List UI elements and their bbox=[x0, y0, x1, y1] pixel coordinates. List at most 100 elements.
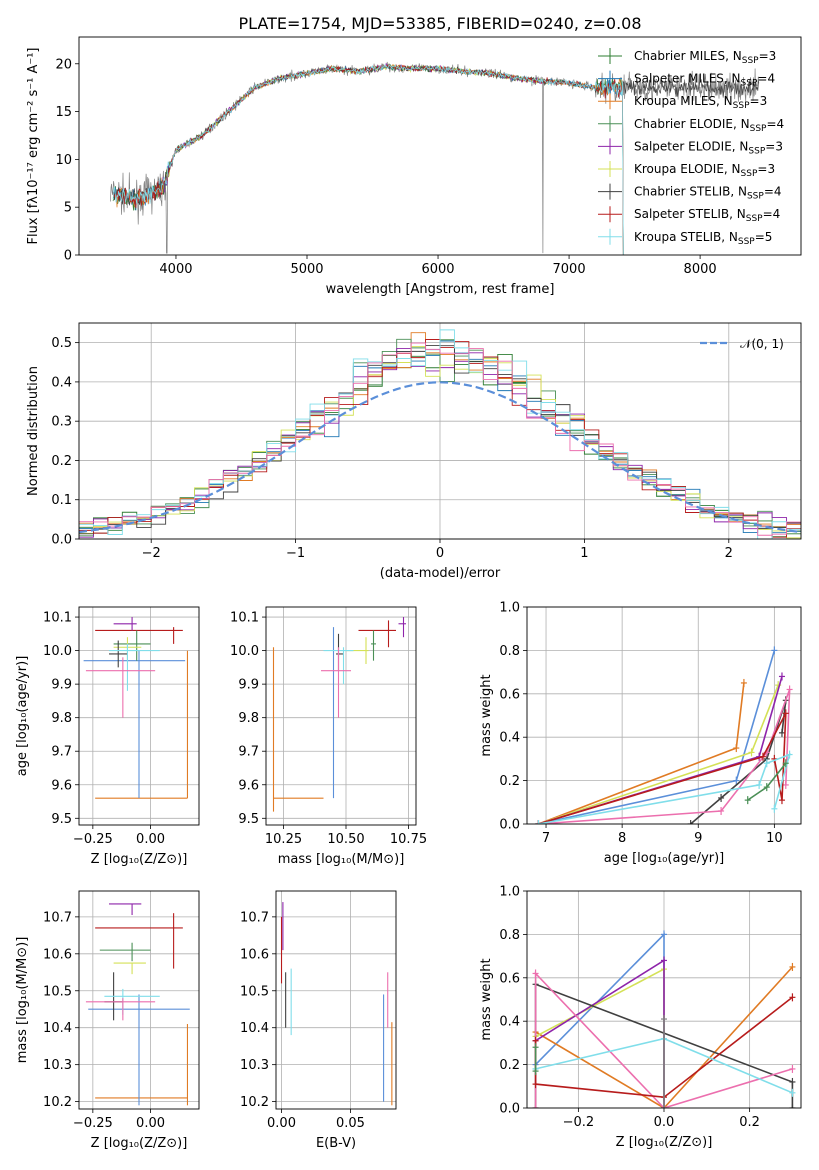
histogram-series bbox=[79, 346, 801, 539]
y-axis-label: mass weight bbox=[479, 958, 494, 1040]
panel-age_vs_mass: 10.25 10.50 10.75 9.5 9.6 9.7 9.8 9.9 10.0 10.1 ma… bbox=[230, 606, 427, 867]
y-tick-label: 10.3 bbox=[240, 1058, 269, 1073]
y-tick-label: 0.8 bbox=[499, 644, 520, 659]
legend-label: Kroupa STELIB, NSSP=5 bbox=[634, 230, 772, 247]
x-axis-label: wavelength [Angstrom, rest frame] bbox=[326, 282, 555, 297]
legend-label: Kroupa ELODIE, NSSP=3 bbox=[634, 162, 775, 179]
legend-label-name: Kroupa STELIB, N bbox=[634, 230, 738, 244]
y-tick-label: 10.6 bbox=[240, 947, 269, 962]
panel-weight_vs_age: 7 8 9 10 0.0 0.2 0.4 0.6 0.8 1.0 age [log₁₀(age/yr… bbox=[479, 601, 802, 866]
x-tick-label: 0.00 bbox=[136, 1116, 165, 1131]
y-axis-label: Flux [fλ10⁻¹⁷ erg cm⁻² s⁻¹ A⁻¹] bbox=[26, 48, 41, 245]
gaussian-reference-line bbox=[79, 381, 801, 534]
y-tick-label: 10.1 bbox=[230, 611, 259, 626]
y-tick-label: 9.6 bbox=[51, 778, 72, 793]
plot-area bbox=[535, 646, 793, 824]
y-tick-label: 10.0 bbox=[43, 644, 72, 659]
legend-label-sub: SSP bbox=[748, 146, 765, 156]
x-axis-label: (data-model)/error bbox=[380, 566, 501, 581]
errorbar-point bbox=[95, 1024, 189, 1106]
axes-frame bbox=[275, 890, 397, 1110]
x-tick-label: 0.2 bbox=[739, 1115, 760, 1130]
y-tick-label: 10.6 bbox=[43, 947, 72, 962]
y-tick-label: 0.2 bbox=[51, 454, 72, 469]
legend-label-name: Chabrier MILES, N bbox=[634, 49, 742, 63]
y-tick-label: 10.7 bbox=[43, 910, 72, 925]
legend-label-sub: SSP bbox=[750, 124, 767, 134]
errorbar-point bbox=[113, 630, 151, 661]
panel-spectrum: 4000 5000 6000 7000 8000 0 5 10 15 20 wavelength [… bbox=[26, 14, 802, 297]
x-tick-label: 0.00 bbox=[267, 1116, 296, 1131]
y-axis-label: Normed distribution bbox=[26, 366, 41, 496]
y-tick-label: 0.6 bbox=[499, 687, 520, 702]
x-axis-label: mass [log₁₀(M/M⊙)] bbox=[278, 852, 405, 867]
legend-label: 𝒩(0, 1) bbox=[740, 337, 784, 351]
x-tick-label: 7000 bbox=[553, 262, 586, 277]
plot-area bbox=[272, 617, 406, 812]
y-tick-label: 9.7 bbox=[51, 745, 72, 760]
axes-frame bbox=[265, 606, 417, 826]
axes-frame bbox=[526, 606, 802, 825]
x-tick-label: 5000 bbox=[290, 262, 323, 277]
legend-label: Salpeter MILES, NSSP=4 bbox=[634, 72, 775, 89]
x-tick-label: 1 bbox=[580, 546, 588, 561]
legend-label-sub: SSP bbox=[738, 237, 755, 247]
model-spectrum-line bbox=[112, 64, 759, 206]
legend-label: Kroupa MILES, NSSP=3 bbox=[634, 94, 767, 111]
y-tick-label: 9.8 bbox=[51, 711, 72, 726]
legend-label-suffix: =3 bbox=[750, 94, 768, 108]
x-tick-label: 8 bbox=[618, 831, 626, 846]
y-tick-label: 0.4 bbox=[499, 731, 520, 746]
weight-series-line bbox=[535, 966, 793, 1108]
y-tick-label: 15 bbox=[55, 105, 72, 120]
errorbar-point bbox=[272, 647, 324, 812]
errorbar-point bbox=[398, 617, 406, 638]
errorbar-point bbox=[88, 994, 190, 1106]
x-axis-label: Z [log₁₀(Z/Z⊙)] bbox=[616, 1135, 713, 1150]
errorbar-point bbox=[85, 998, 156, 1021]
errorbar-point bbox=[95, 627, 183, 644]
errorbar-point bbox=[358, 620, 396, 648]
legend-label-name: Kroupa MILES, N bbox=[634, 94, 733, 108]
legend-label-sub: SSP bbox=[742, 56, 759, 66]
legend-label-suffix: =4 bbox=[763, 207, 781, 221]
legend-label-suffix: =3 bbox=[757, 162, 775, 176]
errorbar-point bbox=[99, 942, 151, 962]
y-tick-label: 10.1 bbox=[43, 611, 72, 626]
legend-label-suffix: =5 bbox=[755, 230, 773, 244]
errorbar-point bbox=[109, 903, 142, 916]
legend-label: Chabrier STELIB, NSSP=4 bbox=[634, 185, 782, 202]
y-tick-label: 0.4 bbox=[499, 1015, 520, 1030]
legend-label: Salpeter ELODIE, NSSP=3 bbox=[634, 139, 783, 156]
y-tick-label: 1.0 bbox=[499, 601, 520, 616]
x-tick-label: 10.50 bbox=[327, 832, 364, 847]
axes-frame bbox=[78, 606, 200, 826]
y-axis-label: mass weight bbox=[479, 674, 494, 756]
panel-mass_vs_EBV: 0.00 0.05 10.2 10.3 10.4 10.5 10.6 10.7 E(B-V) bbox=[240, 890, 397, 1151]
y-tick-label: 0.1 bbox=[51, 493, 72, 508]
y-tick-label: 5 bbox=[64, 201, 72, 216]
axes-frame bbox=[78, 36, 802, 256]
y-tick-label: 0.2 bbox=[499, 774, 520, 789]
panel-residuals: −2 −1 0 1 2 0.0 0.1 0.2 0.3 0.4 0.5 (data-model)/er… bbox=[26, 322, 802, 581]
errorbar-point bbox=[95, 650, 189, 799]
y-tick-label: 10.3 bbox=[43, 1058, 72, 1073]
y-tick-label: 10.7 bbox=[240, 910, 269, 925]
axes-frame bbox=[78, 322, 802, 540]
x-tick-label: −0.2 bbox=[563, 1115, 595, 1130]
x-tick-label: −2 bbox=[142, 546, 161, 561]
legend-label-sub: SSP bbox=[733, 101, 750, 111]
x-tick-label: 10 bbox=[766, 831, 783, 846]
legend-label-name: Salpeter MILES, N bbox=[634, 72, 741, 86]
y-tick-label: 10.5 bbox=[240, 984, 269, 999]
y-tick-label: 9.8 bbox=[238, 711, 259, 726]
x-tick-label: 0.05 bbox=[336, 1116, 365, 1131]
legend-label-sub: SSP bbox=[746, 214, 763, 224]
legend-label: Chabrier MILES, NSSP=3 bbox=[634, 49, 776, 66]
axes-frame bbox=[526, 890, 802, 1109]
legend-label-sub: SSP bbox=[741, 79, 758, 89]
errorbar-point bbox=[109, 640, 128, 668]
x-tick-label: 0.0 bbox=[654, 1115, 675, 1130]
legend-label-suffix: =3 bbox=[759, 49, 777, 63]
legend-label-name: Chabrier STELIB, N bbox=[634, 185, 747, 199]
